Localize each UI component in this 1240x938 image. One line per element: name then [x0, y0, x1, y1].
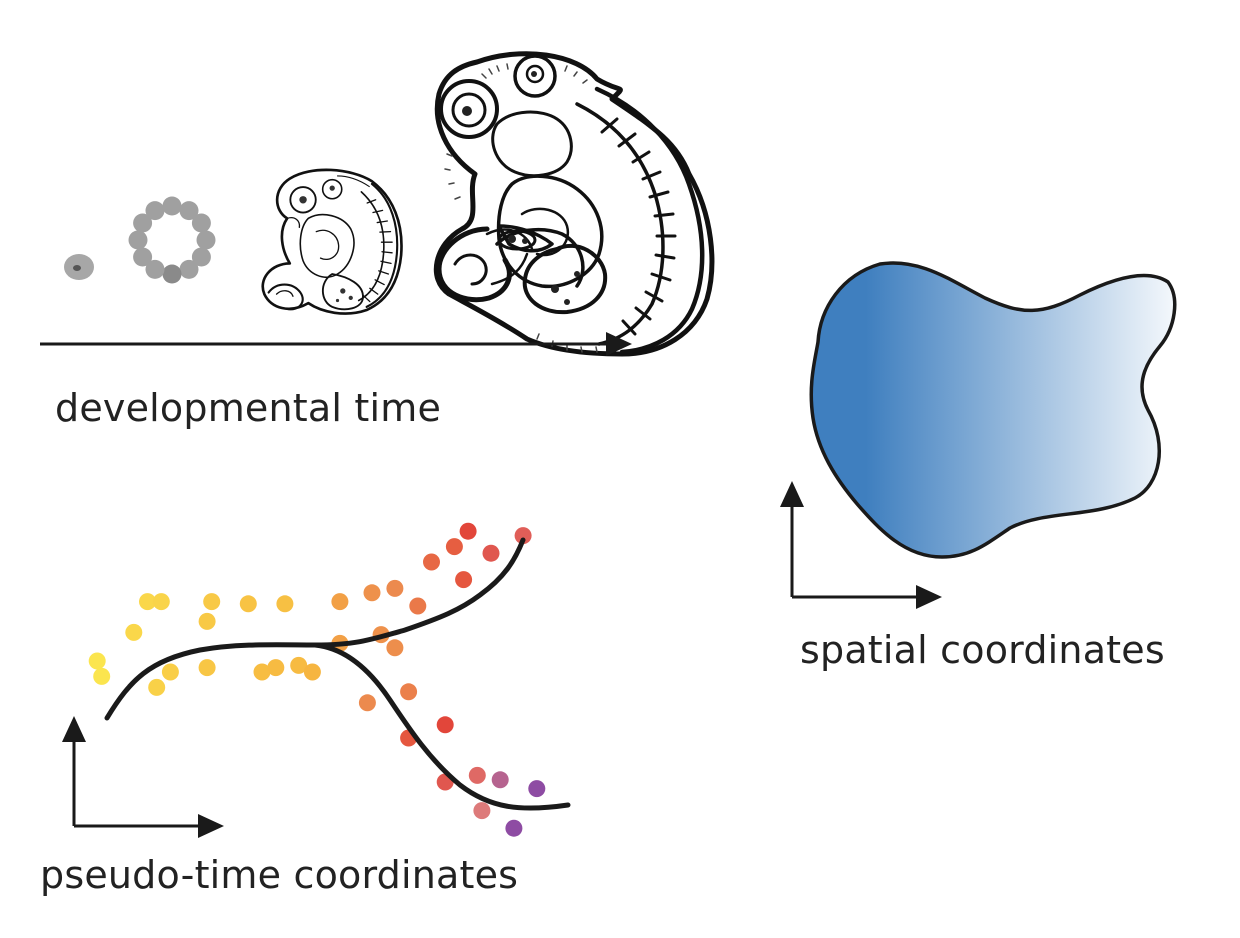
- cell-dot: [358, 694, 376, 712]
- cell-dot: [505, 819, 523, 837]
- trajectory-shared-stem: [104, 642, 318, 721]
- cell-dot: [148, 678, 166, 696]
- cell-dot: [455, 571, 473, 589]
- zygote-icon: [64, 254, 94, 280]
- trajectory-lower-branch: [312, 642, 571, 811]
- blastula-cell: [133, 247, 153, 267]
- cell-dot: [253, 663, 271, 681]
- cell-dot: [93, 667, 111, 685]
- cell-dot: [88, 652, 106, 670]
- blastula-cell: [133, 213, 153, 233]
- pseudo-time-trajectories: [104, 537, 571, 811]
- cell-dot: [459, 522, 477, 540]
- early-embryo-icon: [261, 168, 403, 315]
- cell-dot: [331, 593, 349, 611]
- blastula-icon: [128, 196, 216, 284]
- blastula-cell: [162, 264, 182, 284]
- cell-dot: [303, 663, 321, 681]
- cell-dot: [400, 683, 418, 701]
- developmental-time-label: developmental time: [55, 386, 442, 430]
- cell-dot: [491, 771, 509, 789]
- cell-dot: [514, 527, 532, 545]
- cell-dot: [409, 597, 427, 615]
- cell-dot: [267, 659, 285, 677]
- cell-dot: [290, 656, 308, 674]
- pseudo-time-cell-dots: [88, 522, 546, 837]
- cell-dot: [436, 716, 454, 734]
- developmental-time-arrow: [40, 332, 632, 356]
- cell-dot: [528, 780, 546, 798]
- cell-dot: [152, 593, 170, 611]
- late-embryo-icon: [433, 51, 715, 357]
- cell-dot: [473, 802, 491, 820]
- cell-dot: [482, 544, 500, 562]
- blastula-cell: [179, 201, 199, 221]
- cell-dot: [203, 593, 221, 611]
- cell-dot: [386, 579, 404, 597]
- cell-dot: [445, 538, 463, 556]
- trajectory-upper-branch: [312, 537, 526, 648]
- tissue-blob-shape: [809, 261, 1177, 559]
- cell-dot: [161, 663, 179, 681]
- spatial-axes: [780, 481, 942, 609]
- blastula-cell: [191, 213, 211, 233]
- cell-dot: [423, 553, 440, 571]
- blastula-cell: [196, 230, 216, 250]
- blastula-cell: [179, 259, 199, 279]
- blastula-cell: [145, 259, 165, 279]
- cell-dot: [276, 595, 294, 613]
- cell-dot: [198, 612, 216, 630]
- cell-dot: [386, 639, 404, 657]
- cell-dot: [363, 584, 381, 602]
- cell-dot: [468, 766, 486, 784]
- blastula-cell: [145, 201, 165, 221]
- pseudo-time-coordinates-label: pseudo-time coordinates: [40, 853, 519, 897]
- blastula-cell: [128, 230, 148, 250]
- cell-dot: [198, 659, 216, 677]
- blastula-cell: [162, 196, 182, 216]
- cell-dot: [139, 593, 156, 611]
- pseudo-time-axes: [62, 716, 224, 838]
- cell-dot: [125, 623, 143, 641]
- cell-dot: [239, 595, 257, 613]
- blastula-cell: [191, 247, 211, 267]
- spatial-coordinates-label: spatial coordinates: [800, 628, 1165, 672]
